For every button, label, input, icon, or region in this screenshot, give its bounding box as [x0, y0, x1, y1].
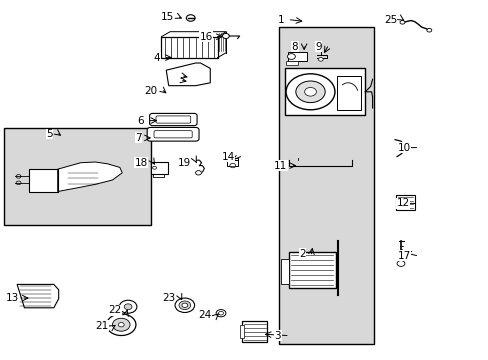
Bar — [4, 128, 150, 225]
Circle shape — [222, 33, 229, 39]
FancyBboxPatch shape — [147, 127, 199, 141]
Circle shape — [195, 171, 201, 175]
Bar — [337, 76, 360, 110]
Text: 4: 4 — [153, 53, 160, 63]
Circle shape — [318, 58, 323, 61]
Circle shape — [399, 21, 404, 24]
Circle shape — [119, 300, 137, 313]
Circle shape — [186, 15, 195, 21]
Text: 5: 5 — [46, 129, 53, 139]
Bar — [289, 252, 335, 288]
Circle shape — [175, 298, 194, 312]
Text: 11: 11 — [274, 161, 287, 171]
Bar — [395, 195, 414, 210]
Circle shape — [396, 261, 404, 266]
FancyBboxPatch shape — [149, 113, 197, 126]
Text: 16: 16 — [199, 32, 212, 42]
Circle shape — [229, 163, 235, 168]
Text: 14: 14 — [221, 152, 234, 162]
Text: 1: 1 — [277, 15, 284, 25]
Polygon shape — [166, 63, 210, 86]
Circle shape — [216, 310, 225, 317]
Circle shape — [124, 304, 132, 310]
Circle shape — [285, 74, 334, 110]
Text: 22: 22 — [108, 305, 121, 315]
Text: 19: 19 — [177, 158, 190, 168]
Text: 24: 24 — [198, 310, 211, 320]
Text: 10: 10 — [397, 143, 410, 153]
Bar — [227, 158, 238, 166]
Circle shape — [112, 318, 130, 331]
Bar — [278, 27, 373, 344]
Bar — [284, 68, 365, 115]
Bar — [285, 61, 298, 65]
Circle shape — [118, 323, 124, 327]
Text: 25: 25 — [383, 15, 396, 25]
Polygon shape — [58, 162, 122, 192]
Text: 13: 13 — [5, 293, 19, 303]
Text: 8: 8 — [291, 42, 298, 52]
Text: 7: 7 — [135, 133, 142, 143]
Polygon shape — [17, 284, 59, 308]
Circle shape — [179, 301, 190, 310]
Text: 17: 17 — [397, 251, 410, 261]
Text: 23: 23 — [162, 293, 175, 303]
Text: 21: 21 — [95, 321, 108, 331]
Circle shape — [295, 81, 325, 103]
Text: 3: 3 — [274, 330, 281, 341]
Text: 6: 6 — [137, 116, 144, 126]
Bar — [239, 325, 243, 338]
Bar — [161, 37, 217, 58]
Circle shape — [426, 28, 431, 32]
Bar — [287, 52, 306, 61]
Circle shape — [304, 87, 316, 96]
Circle shape — [287, 54, 295, 59]
Bar — [281, 259, 289, 284]
Bar — [242, 321, 267, 342]
Circle shape — [106, 314, 136, 336]
Text: 2: 2 — [298, 249, 305, 259]
Text: 15: 15 — [160, 12, 173, 22]
Text: 9: 9 — [314, 42, 321, 52]
Circle shape — [182, 303, 187, 307]
Bar — [150, 162, 167, 174]
Bar — [29, 169, 58, 192]
Text: 18: 18 — [134, 158, 147, 168]
Text: 20: 20 — [144, 86, 157, 96]
Text: 12: 12 — [396, 198, 409, 208]
